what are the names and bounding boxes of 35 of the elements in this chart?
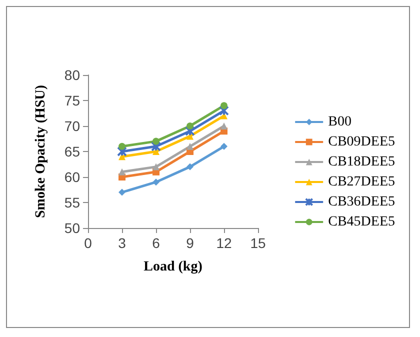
x-tick-label: 3 xyxy=(118,235,126,251)
point xyxy=(186,163,194,170)
x-tick-label: 15 xyxy=(250,235,266,251)
legend-label: CB18DEE5 xyxy=(328,154,395,170)
point xyxy=(151,141,161,152)
point xyxy=(220,102,228,110)
y-tick-label: 80 xyxy=(64,67,80,83)
legend-label: CB09DEE5 xyxy=(328,134,395,150)
point xyxy=(118,142,126,150)
y-tick-label: 70 xyxy=(64,118,80,134)
point xyxy=(118,188,126,196)
point xyxy=(152,178,160,186)
legend-label: CB36DEE5 xyxy=(328,194,395,210)
y-tick-label: 55 xyxy=(64,194,80,210)
point xyxy=(152,163,160,170)
y-tick-label: 50 xyxy=(64,220,80,236)
legend-label: CB45DEE5 xyxy=(328,214,395,230)
x-tick-label: 0 xyxy=(84,235,92,251)
x-tick-label: 9 xyxy=(186,235,194,251)
point xyxy=(118,168,126,176)
x-tick-label: 12 xyxy=(216,235,232,251)
y-tick-label: 60 xyxy=(64,169,80,185)
point xyxy=(185,126,195,136)
point xyxy=(152,138,160,145)
legend-label: B00 xyxy=(328,114,352,130)
y-tick-label: 65 xyxy=(64,144,80,160)
point xyxy=(186,122,194,130)
y-axis-title: Smoke Opacity (HSU) xyxy=(34,84,48,218)
point xyxy=(186,142,194,150)
x-axis-title: Load (kg) xyxy=(144,260,203,274)
point xyxy=(220,142,228,150)
legend-label: CB27DEE5 xyxy=(328,174,395,190)
point xyxy=(220,122,228,130)
y-tick-label: 75 xyxy=(64,92,80,108)
x-tick-label: 6 xyxy=(152,235,160,251)
